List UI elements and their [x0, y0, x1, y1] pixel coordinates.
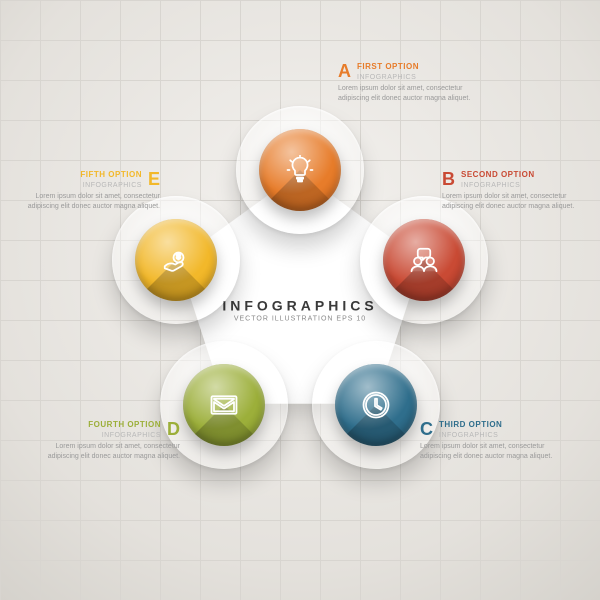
label-letter: C [420, 420, 433, 438]
label-body: Lorem ipsum dolor sit amet, consectetur … [420, 442, 570, 461]
label-title: THIRD OPTION [439, 420, 502, 429]
label-e: E FIFTH OPTION INFOGRAPHICS Lorem ipsum dol… [10, 170, 160, 211]
label-letter: A [338, 62, 351, 80]
label-subtitle: INFOGRAPHICS [461, 182, 520, 189]
node-disc [183, 364, 265, 446]
label-subtitle: INFOGRAPHICS [439, 432, 498, 439]
label-title: FIFTH OPTION [80, 170, 142, 179]
node-disc [335, 364, 417, 446]
label-a: A FIRST OPTION INFOGRAPHICS Lorem ipsum dol… [338, 62, 488, 103]
label-c: C THIRD OPTION INFOGRAPHICS Lorem ipsum dol… [420, 420, 570, 461]
money-hand-icon [161, 245, 191, 275]
label-d: D FOURTH OPTION INFOGRAPHICS Lorem ipsum do… [30, 420, 180, 461]
node-disc [383, 219, 465, 301]
label-letter: D [167, 420, 180, 438]
node-e [112, 196, 240, 324]
label-subtitle: INFOGRAPHICS [83, 182, 142, 189]
chat-people-icon [409, 245, 439, 275]
label-b: B SECOND OPTION INFOGRAPHICS Lorem ipsum do… [442, 170, 592, 211]
infographic-stage: INFOGRAPHICS VECTOR ILLUSTRATION EPS 10 … [0, 0, 600, 600]
label-body: Lorem ipsum dolor sit amet, consectetur … [30, 442, 180, 461]
label-title: FIRST OPTION [357, 62, 419, 71]
label-title: FOURTH OPTION [88, 420, 161, 429]
node-disc [135, 219, 217, 301]
label-subtitle: INFOGRAPHICS [102, 432, 161, 439]
label-body: Lorem ipsum dolor sit amet, consectetur … [10, 192, 160, 211]
label-letter: B [442, 170, 455, 188]
label-letter: E [148, 170, 160, 188]
node-b [360, 196, 488, 324]
node-disc [259, 129, 341, 211]
label-body: Lorem ipsum dolor sit amet, consectetur … [338, 84, 488, 103]
label-title: SECOND OPTION [461, 170, 535, 179]
label-subtitle: INFOGRAPHICS [357, 74, 416, 81]
node-a [236, 106, 364, 234]
clock-icon [361, 390, 391, 420]
envelope-icon [209, 390, 239, 420]
label-body: Lorem ipsum dolor sit amet, consectetur … [442, 192, 592, 211]
lightbulb-icon [285, 155, 315, 185]
